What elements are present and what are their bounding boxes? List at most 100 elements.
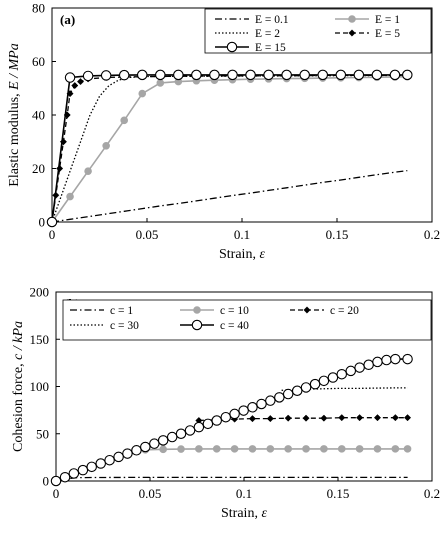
series-point-3: [356, 414, 364, 422]
series-point-5: [390, 353, 401, 365]
y-axis-label: Cohesion force, c / kPa: [11, 321, 26, 452]
x-tick-label: 0: [49, 227, 56, 242]
series-point-5: [245, 69, 256, 81]
series-point-4: [52, 191, 60, 199]
series-point-2: [177, 445, 185, 453]
series-point-5: [227, 69, 238, 81]
series-point-5: [140, 441, 151, 453]
chart-panel-2: 0 0.05 0.1 0.15 0.2 0 50 100 150 200 Strain, ε Cohe…: [11, 285, 440, 522]
series-point-3: [404, 414, 412, 422]
series-point-5: [327, 372, 339, 383]
series-point-5: [353, 69, 365, 81]
series-point-5: [229, 408, 240, 420]
y-tick-label: 200: [30, 285, 50, 300]
legend-label-1: c = 1: [110, 305, 133, 317]
legend-marker-3: [303, 306, 311, 314]
series-point-3: [338, 414, 346, 422]
series-point-5: [173, 69, 184, 81]
series-point-5: [354, 362, 365, 373]
series-point-5: [100, 70, 112, 81]
series-point-5: [122, 448, 133, 459]
x-tick-label: 0.15: [326, 227, 349, 242]
series-point-5: [175, 428, 187, 439]
series-point-3: [373, 414, 382, 422]
series-point-2: [248, 445, 257, 453]
legend-marker-5: [191, 319, 203, 331]
series-point-5: [220, 411, 232, 423]
series-point-5: [256, 398, 267, 410]
series-point-5: [184, 425, 196, 436]
series-point-5: [291, 385, 303, 397]
chart-panel-1: 0 0.05 0.1 0.15 0.2 0 20 40 60 80 Strain, ε Elastic…: [7, 1, 440, 263]
series-line-1: [51, 169, 408, 223]
x-tick-label: 0.05: [136, 227, 159, 242]
series-point-2: [320, 445, 328, 453]
series-point-5: [263, 69, 274, 81]
series-point-5: [118, 69, 130, 81]
legend-label-2: c = 10: [220, 305, 249, 317]
y-axis-label: Elastic modulus, E / MPa: [7, 43, 22, 186]
series-line-1: [55, 476, 408, 482]
y-tick-label: 60: [32, 54, 45, 69]
series-point-2: [195, 445, 203, 453]
series-point-5: [371, 69, 383, 81]
series-point-2: [403, 445, 412, 453]
series-point-4: [76, 78, 85, 86]
series-point-5: [149, 438, 160, 449]
series-point-3: [248, 415, 257, 423]
series-point-2: [66, 192, 74, 201]
series-point-5: [247, 402, 258, 413]
series-point-2: [230, 445, 239, 453]
series-point-5: [318, 375, 330, 387]
legend-marker-4: [348, 29, 356, 37]
series-point-5: [336, 368, 348, 380]
series-point-5: [104, 454, 115, 466]
series-point-5: [113, 451, 124, 463]
series-point-5: [68, 468, 80, 479]
series-point-5: [381, 354, 392, 366]
series-point-5: [86, 461, 97, 473]
series-point-2: [355, 445, 364, 453]
series-line-2: [145, 448, 408, 451]
series-point-2: [337, 445, 346, 453]
series-point-4: [63, 111, 71, 119]
series-point-2: [302, 445, 310, 453]
series-point-5: [191, 69, 202, 81]
series-point-5: [166, 431, 178, 443]
panel-label: (a): [60, 12, 75, 27]
legend-label-5: c = 40: [220, 320, 249, 332]
legend-box: [62, 299, 432, 341]
series-point-2: [373, 445, 382, 453]
series-point-5: [238, 405, 249, 416]
series-point-5: [402, 353, 413, 365]
series-point-5: [209, 69, 220, 81]
y-tick-label: 0: [43, 474, 50, 489]
series-point-5: [155, 69, 166, 81]
series-point-5: [59, 471, 71, 483]
series-point-4: [56, 164, 64, 173]
legend-marker-2: [348, 15, 356, 23]
series-point-5: [317, 69, 328, 81]
series-point-5: [265, 395, 276, 406]
y-tick-label: 20: [32, 161, 45, 176]
y-tick-label: 50: [36, 426, 49, 441]
series-point-5: [281, 69, 292, 81]
legend-label-1: E = 0.1: [255, 14, 289, 26]
series-point-2: [156, 79, 165, 87]
x-tick-label: 0.05: [139, 486, 162, 501]
legend-label-3: E = 2: [255, 28, 280, 40]
series-point-3: [302, 414, 310, 422]
series-point-5: [299, 69, 310, 81]
series-point-5: [363, 359, 374, 371]
legend-label-4: E = 5: [375, 28, 400, 40]
series-point-5: [64, 72, 76, 83]
series-point-3: [320, 414, 328, 422]
series-point-5: [335, 69, 347, 81]
series-point-3: [284, 414, 292, 422]
y-tick-label: 80: [32, 1, 45, 16]
series-point-5: [157, 435, 169, 446]
y-tick-label: 0: [39, 215, 46, 230]
legend-label-2: E = 1: [375, 14, 400, 26]
series-point-4: [71, 82, 79, 90]
